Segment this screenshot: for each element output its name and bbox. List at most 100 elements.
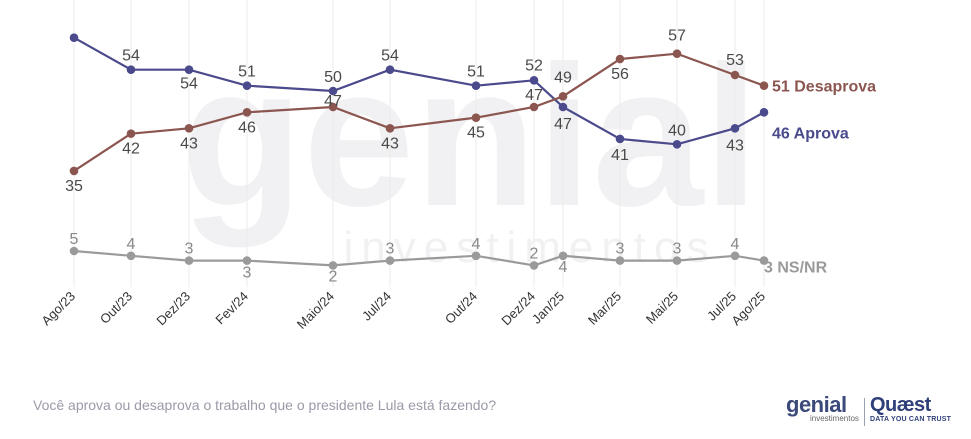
quaest-logo-text: Quæst [870,394,931,416]
data-label: 49 [554,69,572,86]
data-label: 54 [180,76,198,93]
data-label: 47 [554,116,572,133]
data-label: 51 [238,64,256,81]
data-point [69,33,79,42]
data-label: 47 [525,87,543,104]
data-label: 5 [70,231,79,248]
data-point [558,251,568,261]
x-tick-label: Maio/24 [294,289,337,332]
data-label: 41 [611,147,629,164]
data-point [558,92,568,101]
watermark: genial investimentos [181,25,759,272]
data-point [126,65,136,74]
data-label: 50 [324,69,342,86]
x-tick-label: Ago/23 [38,289,78,329]
data-point [69,246,79,256]
data-point [242,108,252,117]
data-point [471,81,481,90]
data-label: 47 [324,93,342,110]
data-point [672,256,682,265]
series-desaprova: 35 42 43 46 47 43 45 47 49 56 57 53 51 Desaprova [65,28,876,195]
data-label: 57 [668,28,686,45]
data-label: 45 [467,125,485,142]
data-point [242,81,252,90]
data-point [529,76,539,85]
quaest-logo: Quæst DATA YOU CAN TRUST [870,395,951,424]
data-label: 46 [238,119,256,136]
data-point [558,102,568,112]
x-tick-label: Jul/24 [359,289,394,324]
genial-logo-subtext: investimentos [810,414,859,423]
x-axis: Ago/23 Out/23 Dez/23 Fev/24 Maio/24 Jul/24 Out… [38,289,768,332]
data-point [759,81,769,90]
data-point [730,70,740,80]
data-label: 3 [185,241,194,258]
data-point [471,113,481,122]
data-label: 52 [525,57,543,74]
data-point [529,261,539,270]
data-point [328,261,338,270]
data-label: 4 [472,236,481,253]
data-point [385,65,395,74]
quaest-logo-subtext: DATA YOU CAN TRUST [870,416,952,423]
x-tick-label: Mai/25 [643,289,681,327]
genial-logo: genial investimentos [786,392,859,423]
data-point [184,256,194,265]
genial-logo-text: genial [786,392,847,417]
data-label: 35 [65,178,83,195]
data-point [672,49,682,58]
data-point [759,108,769,117]
data-label: 4 [731,236,740,253]
data-point [242,256,252,265]
data-point [385,124,395,133]
data-point [615,256,625,265]
data-point [184,124,194,133]
data-point [69,166,79,176]
data-point [672,140,682,149]
data-label: 2 [329,268,338,285]
data-label: 43 [180,135,198,152]
data-point [615,134,625,144]
data-point [730,124,740,133]
x-tick-label: Dez/23 [153,289,193,329]
data-label: 53 [726,52,744,69]
data-label: 3 [616,241,625,258]
x-tick-label: Dez/24 [498,289,538,329]
data-label: 3 [243,265,252,282]
series-aprova: 54 54 51 50 54 51 52 47 41 40 43 46 Aprova [69,33,849,164]
watermark-brand: genial [181,25,759,248]
data-label: 43 [726,137,744,154]
data-label: 4 [559,259,568,276]
x-tick-label: Jan/25 [529,289,567,327]
series-end-label: 51 Desaprova [772,79,876,96]
data-label: 54 [122,48,140,65]
data-label: 43 [381,135,399,152]
data-point [126,251,136,261]
data-label: 51 [467,64,485,81]
series-nsnr: 5 4 3 3 2 3 4 2 4 3 3 4 3 NS/NR [70,231,828,285]
data-label: 54 [381,48,399,65]
series-end-label: 46 Aprova [772,125,849,142]
data-point [328,102,338,112]
data-label: 2 [530,245,539,262]
x-tick-label: Mar/25 [585,289,624,328]
data-point [184,65,194,74]
logo-divider [864,398,865,426]
data-point [759,256,769,265]
data-point [126,129,136,138]
data-point [730,251,740,261]
data-label: 42 [122,141,140,158]
data-point [385,256,395,265]
data-point [615,54,625,64]
data-label: 40 [668,122,686,139]
x-tick-label: Out/24 [442,289,480,327]
data-label: 4 [127,236,136,253]
survey-question: Você aprova ou desaprova o trabalho que … [33,397,497,413]
data-label: 3 [386,241,395,258]
x-tick-label: Out/23 [97,289,135,327]
data-label: 56 [611,66,629,83]
data-point [529,102,539,112]
series-end-label: 3 NS/NR [764,260,828,277]
